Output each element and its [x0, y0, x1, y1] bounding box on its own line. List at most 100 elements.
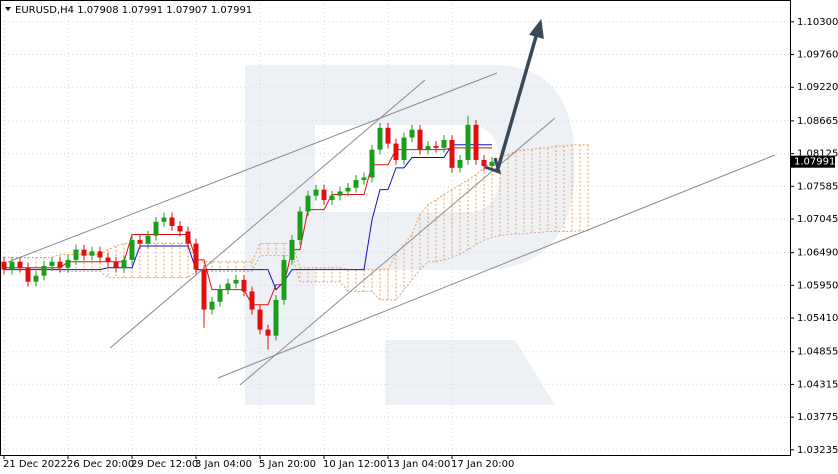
- candle-body: [97, 251, 103, 258]
- y-tick-label: 1.08665: [797, 116, 838, 127]
- candle-body: [353, 179, 359, 188]
- candle-body: [369, 149, 375, 178]
- candle-body: [345, 187, 351, 192]
- y-tick-label: 1.08125: [797, 149, 838, 160]
- symbol: EURUSD,H4: [15, 5, 74, 16]
- trend-line: [7, 72, 498, 263]
- candle-body: [329, 195, 335, 200]
- current-price-box: [791, 155, 835, 168]
- candle-body: [121, 259, 127, 268]
- trend-line: [217, 154, 776, 379]
- candle-body: [257, 309, 263, 330]
- menu-triangle[interactable]: [5, 7, 11, 11]
- axes: 1.10300 1.09760 1.09220 1.08665 1.08125 1.075…: [3, 17, 838, 470]
- candles: [1, 115, 495, 350]
- low-value: 1.07907: [166, 5, 207, 16]
- candle-body: [433, 146, 439, 148]
- candle-body: [81, 249, 87, 256]
- candle-body: [209, 301, 215, 310]
- candle-body: [1, 261, 7, 270]
- indicator-lines: [4, 144, 492, 306]
- candle-body: [417, 129, 423, 150]
- candle-body: [481, 159, 487, 167]
- candle-body: [185, 231, 191, 244]
- candle-body: [177, 225, 183, 232]
- candle-body: [449, 139, 455, 168]
- candle-body: [241, 279, 247, 292]
- y-tick-label: 1.04855: [797, 347, 838, 358]
- arrow-head: [529, 18, 544, 39]
- y-tick-label: 1.05410: [797, 313, 838, 324]
- indicator-line: [4, 147, 492, 306]
- candle-body: [129, 239, 135, 260]
- candle-body: [313, 189, 319, 196]
- candle-body: [385, 127, 391, 144]
- candle-body: [465, 124, 471, 160]
- y-tick-label: 1.06490: [797, 248, 838, 259]
- current-price-label: 1.07991: [794, 157, 835, 168]
- forecast-arrow: [484, 18, 544, 175]
- cloud-edge: [4, 230, 588, 301]
- candle-body: [265, 329, 271, 336]
- candle-body: [337, 191, 343, 196]
- trend-line: [109, 79, 426, 349]
- candle-body: [193, 243, 199, 270]
- candle-body: [145, 235, 151, 244]
- y-tick-label: 1.07045: [797, 214, 838, 225]
- candle-body: [89, 251, 95, 256]
- candle-body: [401, 137, 407, 160]
- header: EURUSD,H4 1.07908 1.07991 1.07907 1.0799…: [5, 5, 252, 16]
- candle-body: [321, 189, 327, 200]
- candle-body: [73, 249, 79, 260]
- candle-body: [169, 217, 175, 226]
- candle-body: [281, 259, 287, 300]
- candle-body: [249, 291, 255, 310]
- close-value: 1.07991: [211, 5, 252, 16]
- x-tick-label: 21 Dec 2022: [3, 459, 67, 470]
- watermark-stem: [245, 65, 315, 405]
- y-tick-label: 1.03775: [797, 412, 838, 423]
- candle-body: [17, 261, 23, 268]
- y-tick-label: 1.07585: [797, 181, 838, 192]
- candle-body: [25, 267, 31, 282]
- candle-body: [289, 239, 295, 260]
- candle-body: [297, 211, 303, 240]
- candle-body: [65, 259, 71, 268]
- candle-body: [153, 221, 159, 236]
- x-tick-label: 10 Jan 12:00: [323, 459, 386, 470]
- x-tick-label: 17 Jan 20:00: [451, 459, 514, 470]
- candle-body: [113, 261, 119, 268]
- x-tick-label: 26 Dec 20:00: [67, 459, 134, 470]
- plot-frame: [0, 0, 791, 456]
- trend-line: [239, 117, 556, 386]
- indicator-line: [4, 144, 492, 291]
- candle-body: [273, 299, 279, 336]
- candle-body: [473, 124, 479, 160]
- candle-body: [305, 195, 311, 212]
- y-tick-label: 1.05950: [797, 280, 838, 291]
- y-tick-label: 1.10300: [797, 17, 838, 28]
- high-value: 1.07991: [122, 5, 163, 16]
- x-tick-label: 3 Jan 04:00: [195, 459, 252, 470]
- candle-body: [425, 146, 431, 150]
- candle-body: [41, 265, 47, 276]
- candle-body: [49, 261, 55, 266]
- candle-body: [233, 279, 239, 284]
- x-tick-label: 29 Dec 12:00: [131, 459, 198, 470]
- candle-body: [201, 269, 207, 310]
- candle-body: [393, 143, 399, 160]
- candle-body: [57, 261, 63, 268]
- y-tick-label: 1.03235: [797, 445, 838, 456]
- candle-body: [137, 239, 143, 244]
- x-tick-label: 5 Jan 20:00: [259, 459, 316, 470]
- arrow-tail: [484, 157, 502, 175]
- candle-body: [409, 129, 415, 138]
- header-text: EURUSD,H4 1.07908 1.07991 1.07907 1.0799…: [15, 5, 252, 16]
- arrow-shaft: [495, 32, 539, 173]
- y-tick-label: 1.09220: [797, 82, 838, 93]
- y-tick-label: 1.04315: [797, 379, 838, 390]
- open-value: 1.07908: [77, 5, 118, 16]
